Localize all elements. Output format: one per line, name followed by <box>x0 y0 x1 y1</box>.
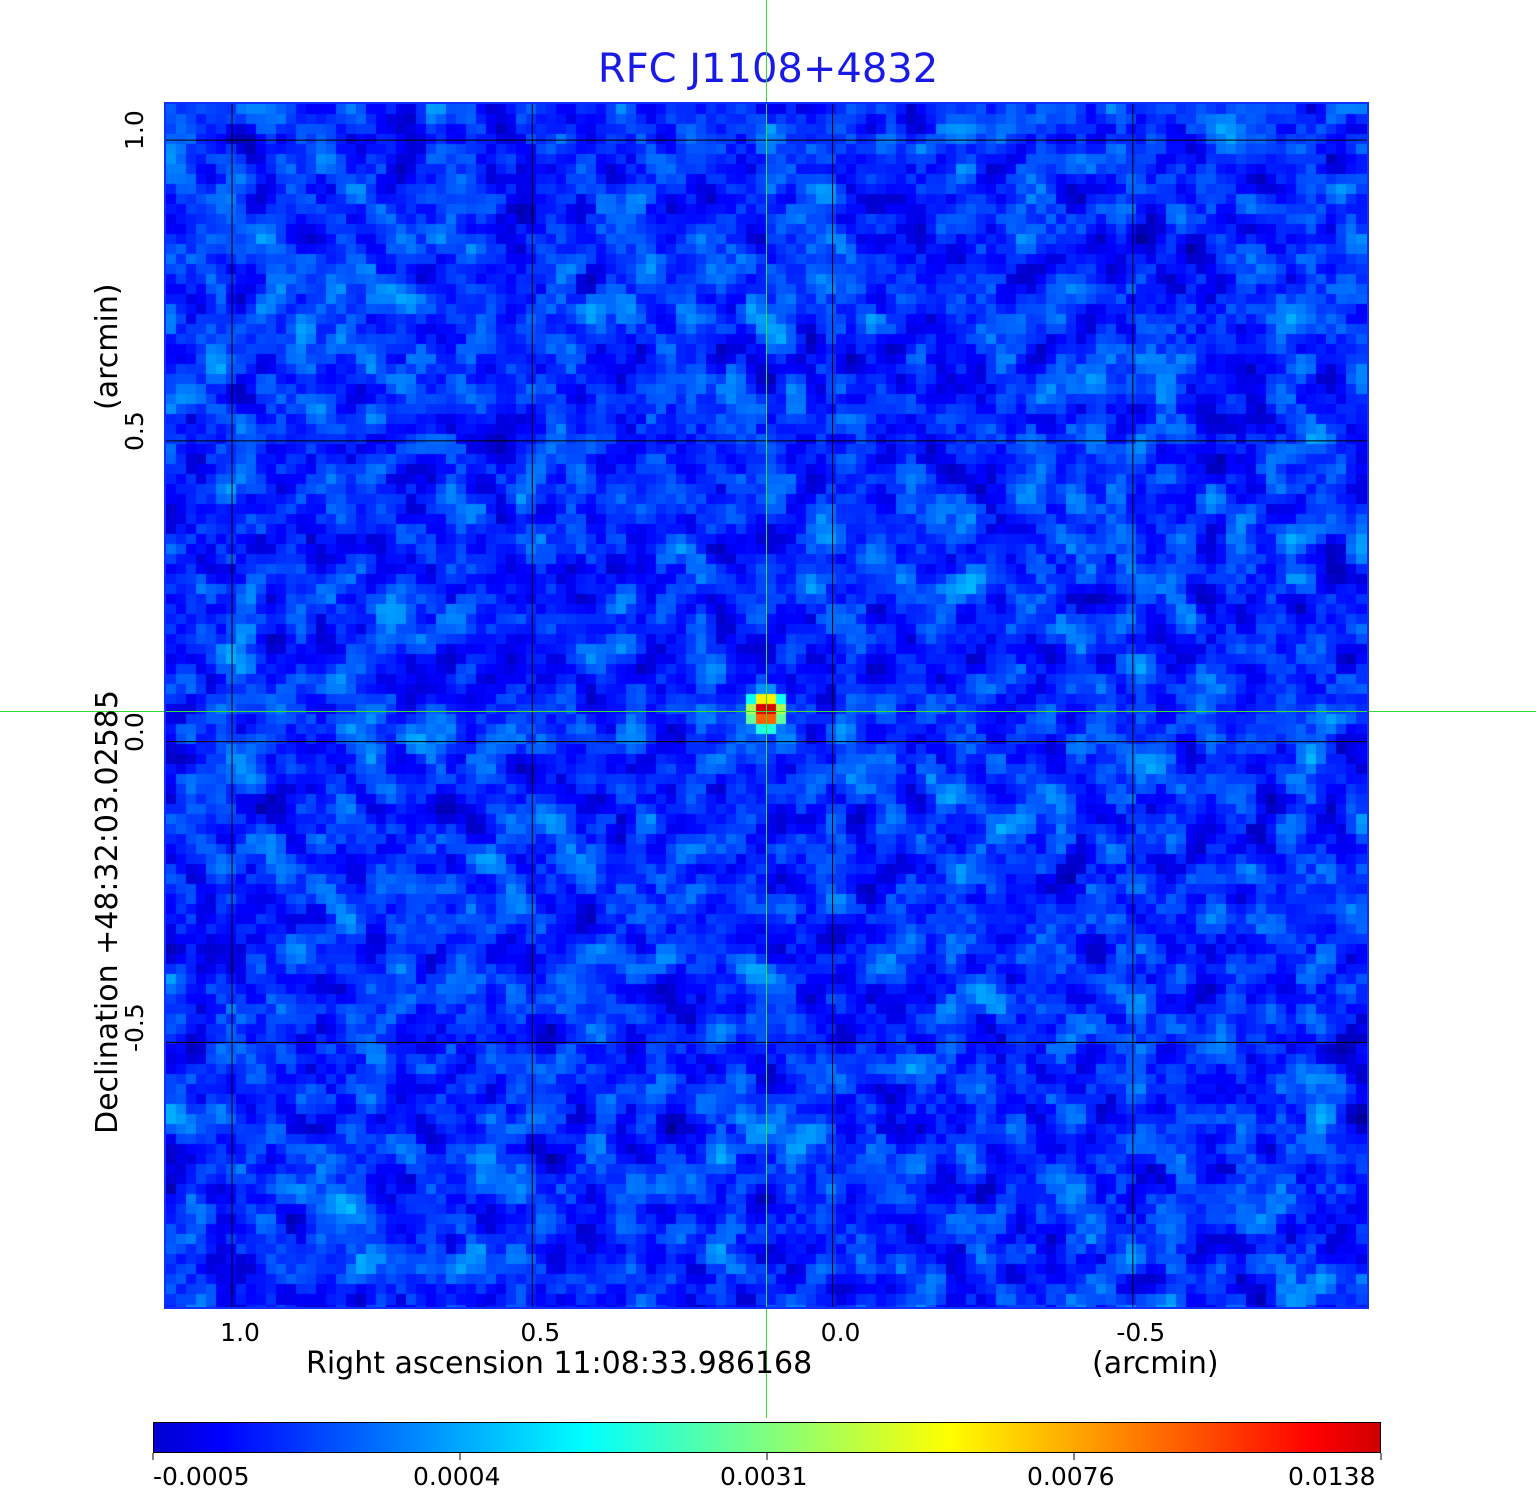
plot-frame <box>164 102 1369 1309</box>
colorbar-tick-label: 0.0076 <box>1027 1462 1115 1491</box>
x-axis-unit: (arcmin) <box>1092 1346 1219 1381</box>
y-tick-label: 1.0 <box>120 110 149 151</box>
x-axis-label: Right ascension 11:08:33.986168 <box>306 1346 813 1381</box>
y-tick-label: 0.5 <box>120 411 149 451</box>
colorbar-tick-label: 0.0138 <box>1288 1462 1376 1491</box>
colorbar-tick-label: 0.0004 <box>413 1462 501 1491</box>
y-axis-label: Declination +48:32:03.02585 <box>90 690 125 1134</box>
colorbar-tick-label: -0.0005 <box>153 1462 250 1491</box>
x-tick-label: -0.5 <box>1116 1318 1166 1347</box>
x-tick-label: 1.0 <box>220 1318 260 1347</box>
y-axis-unit: (arcmin) <box>90 283 125 410</box>
chart-title: RFC J1108+4832 <box>597 46 939 92</box>
colorbar <box>153 1422 1381 1453</box>
colorbar-tick-label: 0.0031 <box>720 1462 808 1491</box>
x-tick-label: 0.5 <box>520 1318 561 1347</box>
x-tick-label: 0.0 <box>820 1318 861 1347</box>
